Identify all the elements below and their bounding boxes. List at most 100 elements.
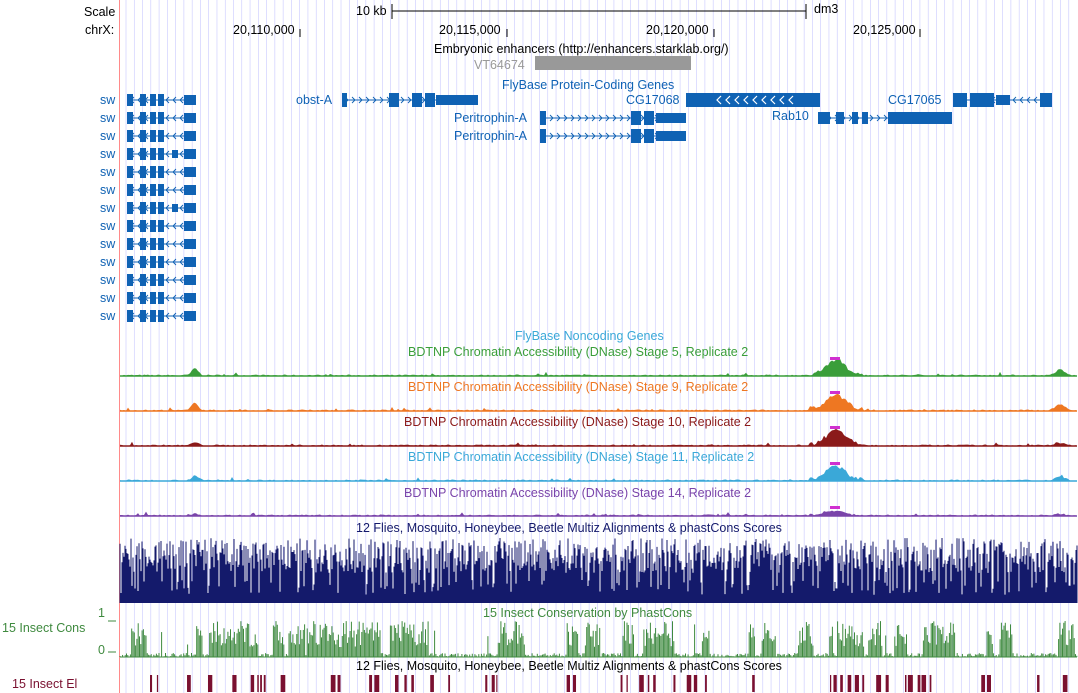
exon bbox=[184, 275, 196, 285]
strand-arrow bbox=[365, 96, 370, 104]
conserved-element bbox=[232, 675, 237, 692]
strand-arrow bbox=[598, 114, 603, 122]
conserved-element bbox=[907, 675, 913, 692]
phastcons-track-title[interactable]: 15 Insect Conservation by PhastCons bbox=[483, 606, 693, 620]
gene-label-sw[interactable]: sw bbox=[100, 273, 116, 287]
exon bbox=[127, 94, 133, 106]
strand-arrow bbox=[172, 132, 177, 140]
exon bbox=[158, 202, 164, 214]
strand-arrow bbox=[563, 132, 568, 140]
conserved-element bbox=[250, 675, 255, 692]
exon bbox=[127, 238, 133, 250]
elements-track-title[interactable]: 12 Flies, Mosquito, Honeybee, Beetle Mul… bbox=[356, 659, 782, 673]
dnase-signal bbox=[120, 465, 1077, 481]
gene-label-cg17068[interactable]: CG17068 bbox=[626, 93, 680, 107]
strand-arrow bbox=[556, 132, 561, 140]
strand-arrow bbox=[1019, 96, 1024, 104]
strand-arrow bbox=[179, 276, 184, 284]
exon bbox=[184, 131, 196, 141]
strand-arrow bbox=[172, 186, 177, 194]
gene-label-sw[interactable]: sw bbox=[100, 147, 116, 161]
phastcons-side-label[interactable]: 15 Insect Cons bbox=[2, 621, 86, 635]
strand-arrow bbox=[577, 114, 582, 122]
exon bbox=[150, 94, 156, 106]
clipped-marker bbox=[830, 506, 840, 509]
strand-arrow bbox=[179, 186, 184, 194]
gene-label-sw[interactable]: sw bbox=[100, 111, 116, 125]
exon bbox=[158, 166, 164, 178]
exon bbox=[150, 148, 156, 160]
gene-model bbox=[818, 112, 952, 124]
conserved-element bbox=[876, 675, 882, 692]
gene-label-sw[interactable]: sw bbox=[100, 201, 116, 215]
dnase-stage11-title[interactable]: BDTNP Chromatin Accessibility (DNase) St… bbox=[408, 450, 755, 464]
conserved-element bbox=[686, 675, 692, 692]
exon bbox=[158, 130, 164, 142]
gene-label-sw[interactable]: sw bbox=[100, 255, 116, 269]
gene-label-sw[interactable]: sw bbox=[100, 129, 116, 143]
gene-label-sw[interactable]: sw bbox=[100, 93, 116, 107]
flybase-noncoding-track-title[interactable]: FlyBase Noncoding Genes bbox=[515, 329, 664, 343]
gene-label-rab10[interactable]: Rab10 bbox=[772, 109, 809, 123]
exon bbox=[686, 95, 712, 105]
exon bbox=[836, 112, 844, 124]
exon bbox=[184, 257, 196, 267]
elements-side-label[interactable]: 15 Insect El bbox=[12, 677, 78, 691]
conserved-element bbox=[430, 675, 434, 692]
strand-arrow bbox=[165, 168, 170, 176]
conserved-element bbox=[260, 675, 262, 692]
strand-arrow bbox=[626, 114, 631, 122]
exon bbox=[140, 202, 146, 214]
exon bbox=[158, 238, 164, 250]
gene-label-sw[interactable]: sw bbox=[100, 219, 116, 233]
conserved-element bbox=[330, 675, 336, 692]
conserved-element bbox=[752, 675, 755, 692]
gene-label-cg17065[interactable]: CG17065 bbox=[888, 93, 942, 107]
gene-label-sw[interactable]: sw bbox=[100, 237, 116, 251]
exon bbox=[140, 292, 146, 304]
exon bbox=[656, 113, 686, 123]
exon bbox=[150, 184, 156, 196]
flybase-coding-track-title[interactable]: FlyBase Protein-Coding Genes bbox=[502, 78, 675, 92]
exon bbox=[436, 95, 478, 105]
strand-arrow bbox=[400, 96, 405, 104]
clipped-marker bbox=[830, 426, 840, 429]
dnase-stage9-title[interactable]: BDTNP Chromatin Accessibility (DNase) St… bbox=[408, 380, 749, 394]
dnase-stage5-title[interactable]: BDTNP Chromatin Accessibility (DNase) St… bbox=[408, 345, 749, 359]
enhancers-track-title[interactable]: Embryonic enhancers (http://enhancers.st… bbox=[434, 42, 729, 56]
gene-label-peritrophin-a[interactable]: Peritrophin-A bbox=[454, 129, 527, 143]
exon bbox=[127, 310, 133, 322]
strand-arrow bbox=[770, 95, 776, 105]
strand-arrow bbox=[165, 150, 170, 158]
gene-label-peritrophin-a[interactable]: Peritrophin-A bbox=[454, 111, 527, 125]
tick-label: 20,115,000 bbox=[439, 23, 501, 37]
strand-arrow bbox=[605, 114, 610, 122]
exon bbox=[140, 256, 146, 268]
exon bbox=[127, 130, 133, 142]
exon bbox=[150, 274, 156, 286]
strand-arrow bbox=[165, 258, 170, 266]
strand-arrow bbox=[372, 96, 377, 104]
conserved-element bbox=[394, 675, 399, 692]
gene-label-sw[interactable]: sw bbox=[100, 183, 116, 197]
strand-arrow bbox=[612, 132, 617, 140]
strand-arrow bbox=[172, 276, 177, 284]
conserved-element bbox=[150, 675, 153, 692]
strand-arrow bbox=[172, 222, 177, 230]
clipped-marker bbox=[830, 391, 840, 394]
gene-label-obst-a[interactable]: obst-A bbox=[296, 93, 333, 107]
dnase-stage14-title[interactable]: BDTNP Chromatin Accessibility (DNase) St… bbox=[404, 486, 752, 500]
exon bbox=[127, 148, 133, 160]
strand-arrow bbox=[172, 96, 177, 104]
dnase-stage10-title[interactable]: BDTNP Chromatin Accessibility (DNase) St… bbox=[404, 415, 752, 429]
strand-arrow bbox=[612, 114, 617, 122]
gene-label-sw[interactable]: sw bbox=[100, 291, 116, 305]
dnase-signal bbox=[120, 358, 1077, 376]
multiz-track-title[interactable]: 12 Flies, Mosquito, Honeybee, Beetle Mul… bbox=[356, 521, 782, 535]
enhancer-item-label[interactable]: VT64674 bbox=[474, 58, 525, 72]
gene-label-sw[interactable]: sw bbox=[100, 165, 116, 179]
gene-label-sw[interactable]: sw bbox=[100, 309, 116, 323]
exon bbox=[150, 202, 156, 214]
